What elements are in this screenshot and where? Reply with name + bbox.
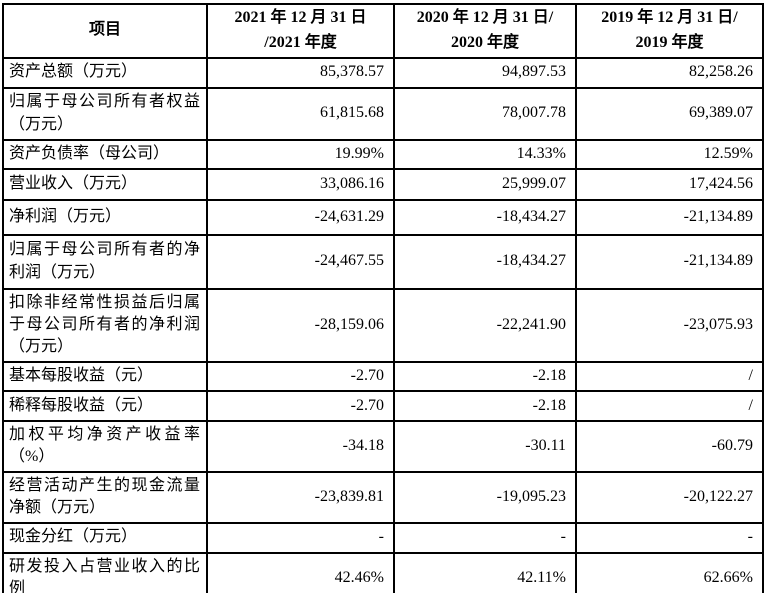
cell-value: -24,631.29 — [206, 198, 395, 236]
cell-value: - — [393, 521, 577, 554]
row-label: 经营活动产生的现金流量净额（万元） — [2, 470, 208, 524]
row-label: 归属于母公司所有者权益（万元） — [2, 86, 208, 141]
period-column-header: 2019 年 12 月 31 日/ 2019 年度 — [575, 3, 764, 59]
cell-value: -18,434.27 — [393, 198, 577, 236]
cell-value: -2.18 — [393, 389, 577, 422]
cell-value: 85,378.57 — [206, 56, 395, 89]
table-row: 经营活动产生的现金流量净额（万元） -23,839.81 -19,095.23 -20… — [2, 470, 764, 524]
cell-value: -30.11 — [393, 419, 577, 473]
cell-value: -2.70 — [206, 360, 395, 392]
table-row: 营业收入（万元） 33,086.16 25,999.07 17,424.56 — [2, 167, 764, 201]
cell-value: 42.46% — [206, 551, 395, 593]
cell-value: 78,007.78 — [393, 86, 577, 141]
cell-value: 17,424.56 — [575, 167, 764, 201]
cell-value: 69,389.07 — [575, 86, 764, 141]
cell-value: / — [575, 360, 764, 392]
cell-value: 61,815.68 — [206, 86, 395, 141]
cell-value: 12.59% — [575, 138, 764, 170]
row-label: 扣除非经常性损益后归属于母公司所有者的净利润（万元） — [2, 287, 208, 363]
cell-value: 19.99% — [206, 138, 395, 170]
table-header: 项目 2021 年 12 月 31 日 /2021 年度 2020 年 12 月 3… — [2, 3, 764, 59]
cell-value: / — [575, 389, 764, 422]
cell-value: - — [206, 521, 395, 554]
row-label: 净利润（万元） — [2, 198, 208, 236]
cell-value: 33,086.16 — [206, 167, 395, 201]
table-row: 资产负债率（母公司） 19.99% 14.33% 12.59% — [2, 138, 764, 170]
cell-value: 14.33% — [393, 138, 577, 170]
item-column-header: 项目 — [2, 3, 208, 59]
cell-value: - — [575, 521, 764, 554]
cell-value: -19,095.23 — [393, 470, 577, 524]
table-row: 归属于母公司所有者的净利润（万元） -24,467.55 -18,434.27 -21… — [2, 233, 764, 290]
financial-summary-table: 项目 2021 年 12 月 31 日 /2021 年度 2020 年 12 月 3… — [2, 3, 764, 593]
table-row: 现金分红（万元） - - - — [2, 521, 764, 554]
cell-value: -18,434.27 — [393, 233, 577, 290]
cell-value: 42.11% — [393, 551, 577, 593]
cell-value: -24,467.55 — [206, 233, 395, 290]
cell-value: -21,134.89 — [575, 198, 764, 236]
cell-value: -22,241.90 — [393, 287, 577, 363]
row-label: 资产负债率（母公司） — [2, 138, 208, 170]
period-column-header: 2021 年 12 月 31 日 /2021 年度 — [206, 3, 395, 59]
cell-value: -28,159.06 — [206, 287, 395, 363]
cell-value: 82,258.26 — [575, 56, 764, 89]
row-label: 稀释每股收益（元） — [2, 389, 208, 422]
row-label: 资产总额（万元） — [2, 56, 208, 89]
row-label: 现金分红（万元） — [2, 521, 208, 554]
cell-value: 94,897.53 — [393, 56, 577, 89]
table-row: 资产总额（万元） 85,378.57 94,897.53 82,258.26 — [2, 56, 764, 89]
header-row: 项目 2021 年 12 月 31 日 /2021 年度 2020 年 12 月 3… — [2, 3, 764, 59]
table-row: 研发投入占营业收入的比例 42.46% 42.11% 62.66% — [2, 551, 764, 593]
cell-value: -2.70 — [206, 389, 395, 422]
cell-value: -20,122.27 — [575, 470, 764, 524]
table-row: 归属于母公司所有者权益（万元） 61,815.68 78,007.78 69,389.… — [2, 86, 764, 141]
cell-value: -21,134.89 — [575, 233, 764, 290]
table-row: 稀释每股收益（元） -2.70 -2.18/ — [2, 389, 764, 422]
row-label: 归属于母公司所有者的净利润（万元） — [2, 233, 208, 290]
row-label: 基本每股收益（元） — [2, 360, 208, 392]
row-label: 研发投入占营业收入的比例 — [2, 551, 208, 593]
table-body: 资产总额（万元） 85,378.57 94,897.53 82,258.26 归属于母公… — [2, 56, 764, 593]
cell-value: 25,999.07 — [393, 167, 577, 201]
table-row: 净利润（万元） -24,631.29 -18,434.27 -21,134.89 — [2, 198, 764, 236]
cell-value: -60.79 — [575, 419, 764, 473]
table-row: 基本每股收益（元） -2.70 -2.18/ — [2, 360, 764, 392]
table-row: 加权平均净资产收益率（%） -34.18 -30.11 -60.79 — [2, 419, 764, 473]
cell-value: -2.18 — [393, 360, 577, 392]
period-column-header: 2020 年 12 月 31 日/ 2020 年度 — [393, 3, 577, 59]
cell-value: -34.18 — [206, 419, 395, 473]
cell-value: -23,839.81 — [206, 470, 395, 524]
row-label: 营业收入（万元） — [2, 167, 208, 201]
cell-value: 62.66% — [575, 551, 764, 593]
row-label: 加权平均净资产收益率（%） — [2, 419, 208, 473]
cell-value: -23,075.93 — [575, 287, 764, 363]
table-row: 扣除非经常性损益后归属于母公司所有者的净利润（万元） -28,159.06 -22,… — [2, 287, 764, 363]
